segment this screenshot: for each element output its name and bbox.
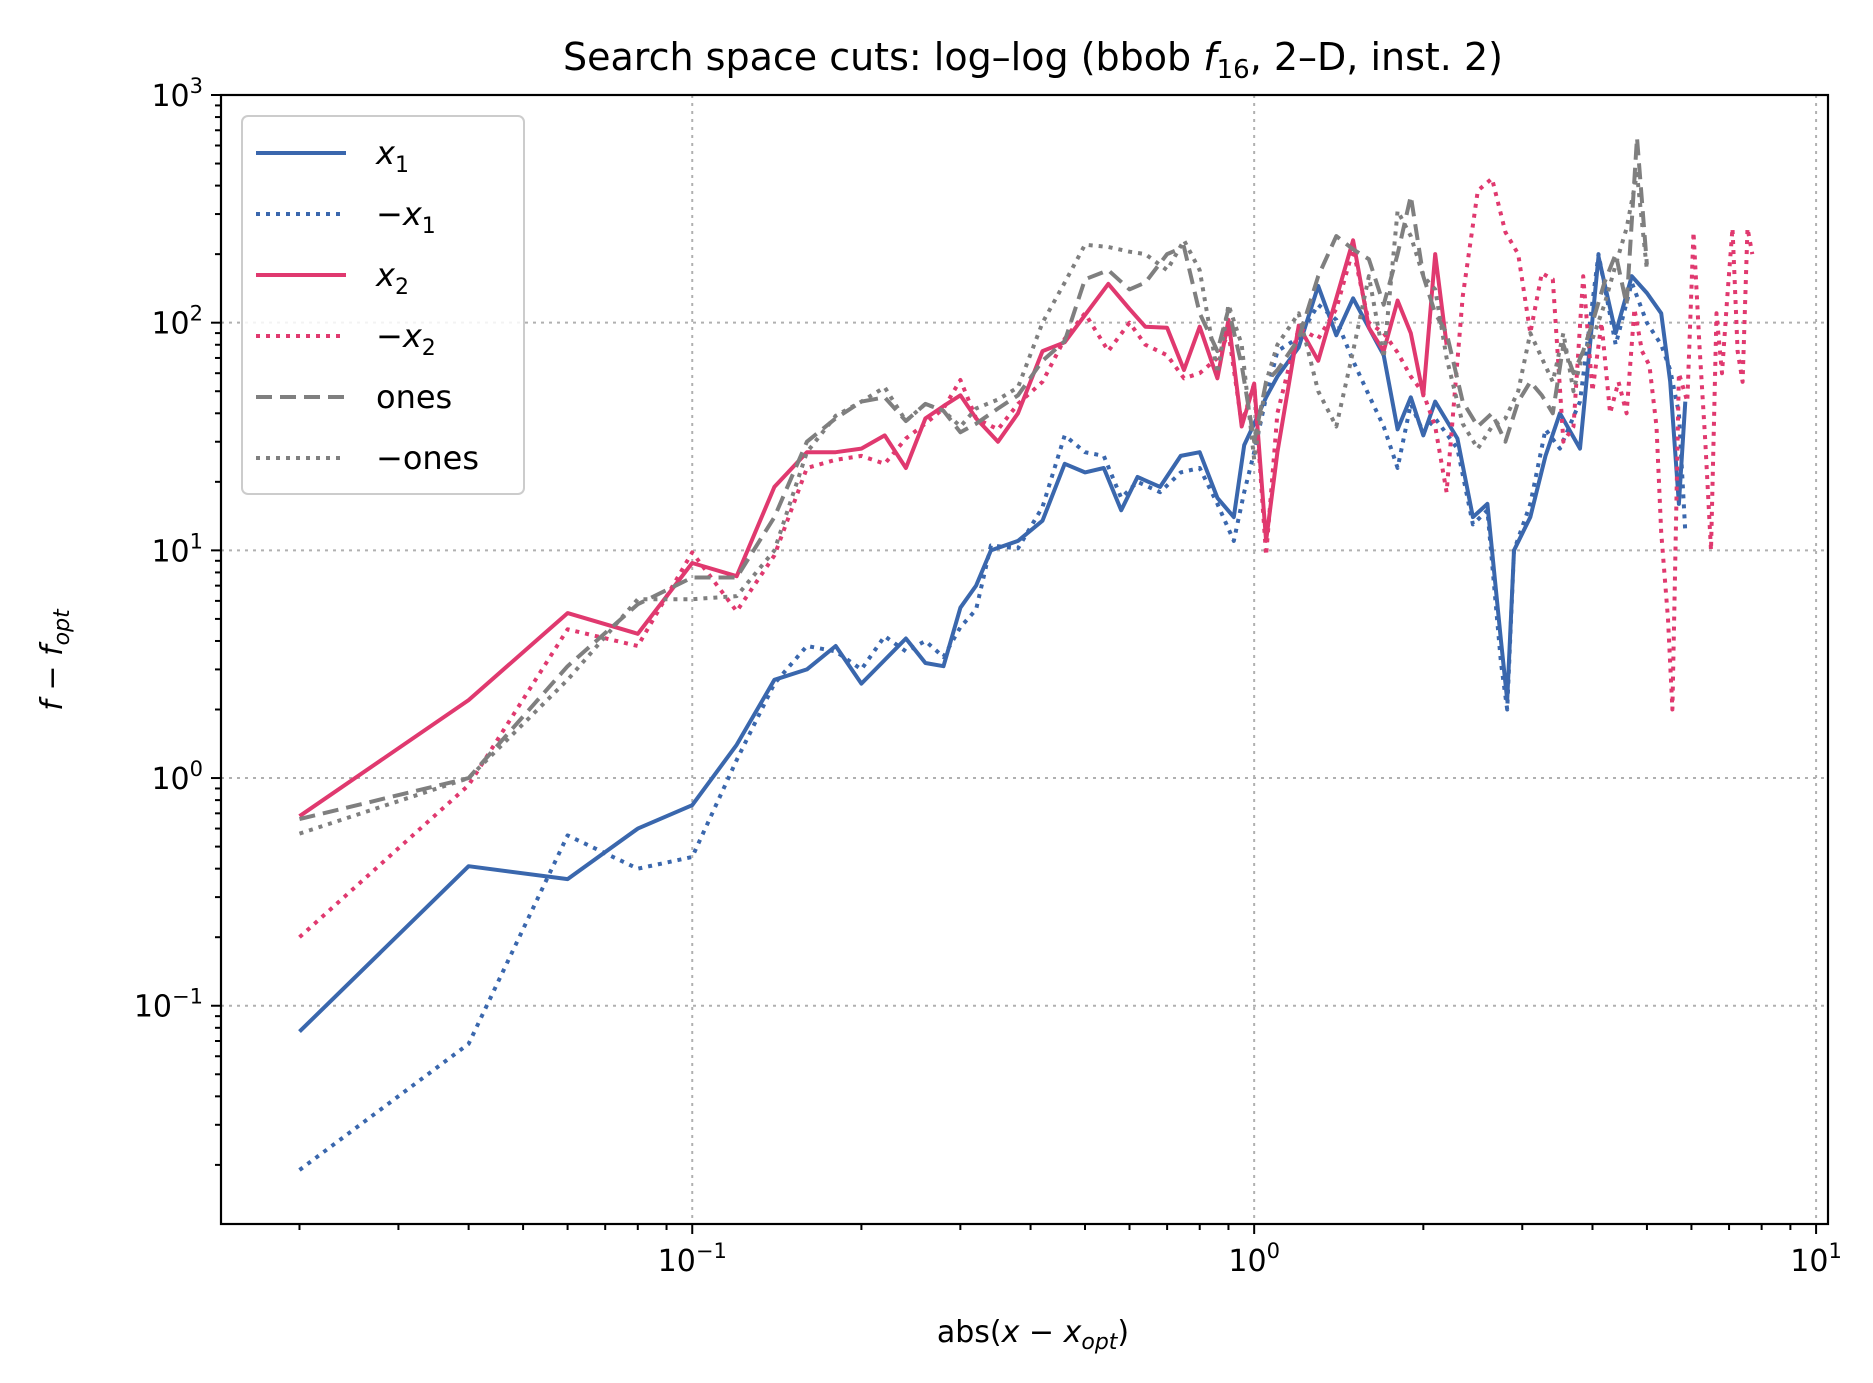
legend-label-main: ones [376, 378, 452, 416]
y-tick-base: 10 [151, 762, 189, 797]
y-axis-label-subscript: opt [50, 608, 75, 645]
series-line-4 [299, 135, 1649, 822]
legend-label-main: x [375, 134, 396, 172]
legend-label: ones [376, 378, 452, 416]
y-tick-base: 10 [134, 990, 172, 1025]
series-line-0 [298, 254, 1688, 1034]
x-axis-label-subscript: opt [1081, 1330, 1118, 1355]
x-tick-base: 10 [1790, 1244, 1828, 1279]
y-tick-label: 100 [151, 757, 203, 797]
x-tick-label: 100 [1228, 1239, 1280, 1279]
x-tick-base: 10 [658, 1244, 696, 1279]
x-axis-label-part-1: abs( [937, 1315, 1002, 1350]
plot-lines [298, 135, 1755, 1172]
y-axis-label-minus: − [35, 656, 70, 700]
legend-label: −x2 [376, 317, 436, 361]
chart-title-text-2: , 2–D, inst. 2) [1250, 35, 1503, 79]
y-axis-label: f − fopt [35, 608, 75, 711]
x-axis-label-x: x [1001, 1315, 1020, 1350]
x-tick-label: 101 [1790, 1239, 1842, 1279]
legend-box [241, 115, 525, 495]
x-axis-label-minus: − [1019, 1315, 1063, 1350]
legend-label-main: ones [403, 439, 479, 477]
legend-label-subscript: 1 [422, 214, 436, 239]
series-line-3 [298, 176, 1755, 939]
legend-label: x2 [375, 256, 409, 300]
x-tick-label: 10−1 [658, 1239, 727, 1279]
legend-label: x1 [375, 134, 409, 178]
y-tick-exponent: −1 [172, 985, 203, 1009]
y-tick-label: 10−1 [134, 985, 203, 1025]
y-tick-label: 102 [151, 302, 203, 342]
y-tick-exponent: 0 [190, 757, 203, 781]
series-line-2 [298, 238, 1449, 818]
legend-label-prefix: − [376, 439, 403, 477]
x-tick-exponent: 1 [1828, 1239, 1841, 1263]
x-axis-label-close: ) [1117, 1315, 1129, 1350]
y-tick-label: 103 [151, 74, 203, 114]
x-tick-exponent: 0 [1267, 1239, 1280, 1263]
chart-title-subscript: 16 [1217, 55, 1250, 85]
legend-label-main: x [402, 195, 423, 233]
y-tick-exponent: 1 [190, 529, 203, 553]
x-axis-label: abs(x − xopt) [937, 1315, 1129, 1355]
legend-label-subscript: 2 [422, 336, 436, 361]
legend-label-prefix: − [376, 317, 403, 355]
legend-label-prefix: − [376, 195, 403, 233]
y-tick-exponent: 3 [190, 74, 203, 98]
y-tick-label: 101 [151, 529, 203, 569]
y-tick-base: 10 [151, 307, 189, 342]
x-tick-base: 10 [1228, 1244, 1266, 1279]
legend-label: −ones [376, 439, 479, 477]
x-axis-label-x2: x [1063, 1315, 1082, 1350]
y-tick-base: 10 [151, 534, 189, 569]
legend-label-subscript: 1 [395, 153, 409, 178]
legend-label-main: x [402, 317, 423, 355]
legend-label-subscript: 2 [395, 275, 409, 300]
plot-frame [219, 93, 1830, 1226]
chart-title: Search space cuts: log–log (bbob f16, 2–… [563, 35, 1503, 85]
legend-label-main: x [375, 256, 396, 294]
x-tick-exponent: −1 [696, 1239, 727, 1263]
chart-title-text-1: Search space cuts: log–log (bbob [563, 35, 1203, 79]
legend-label: −x1 [376, 195, 436, 239]
y-tick-exponent: 2 [190, 302, 203, 326]
y-tick-base: 10 [151, 79, 189, 114]
